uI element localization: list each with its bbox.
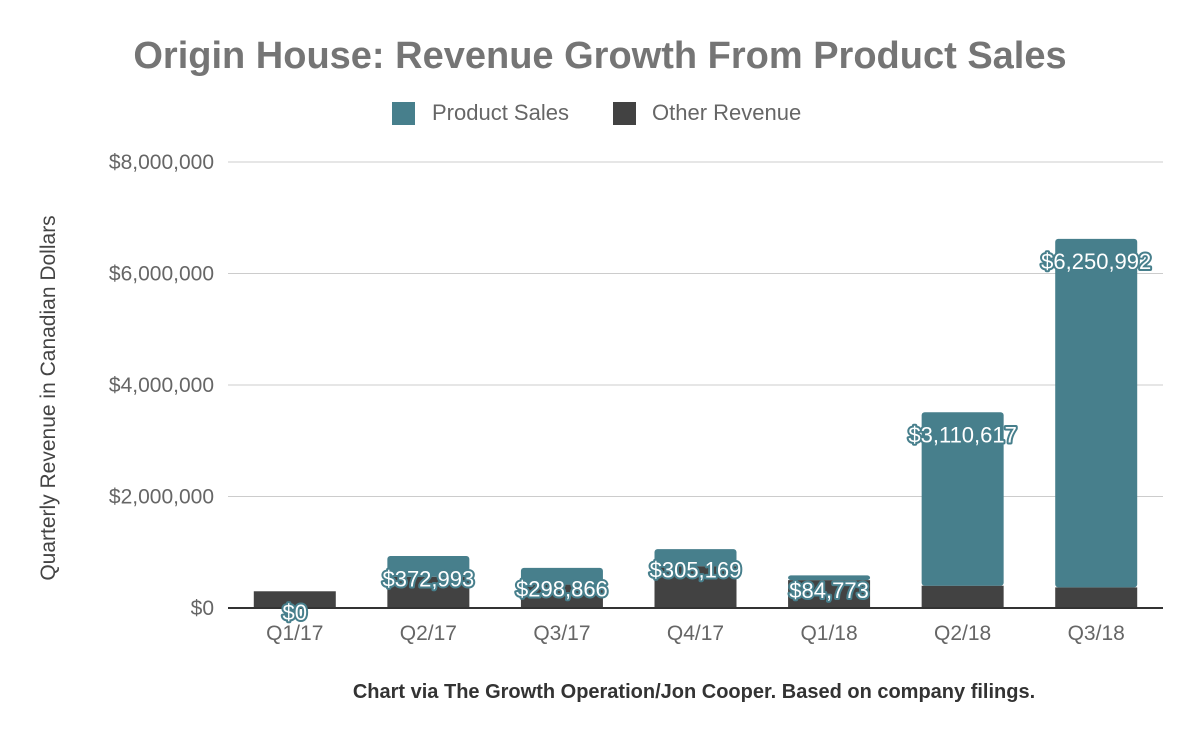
legend-swatch-product-sales <box>392 102 415 125</box>
chart-source-note: Chart via The Growth Operation/Jon Coope… <box>353 681 1035 703</box>
x-tick-label: Q2/17 <box>400 622 457 645</box>
chart-title: Origin House: Revenue Growth From Produc… <box>133 35 1066 77</box>
data-label-q1-18: $84,773 <box>789 578 869 603</box>
x-tick-label: Q3/17 <box>533 622 590 645</box>
bar-product-sales-q1-18 <box>788 575 871 581</box>
legend-label-other-revenue: Other Revenue <box>652 100 801 125</box>
x-tick-label: Q1/17 <box>266 622 323 645</box>
y-tick-label: $8,000,000 <box>109 151 214 174</box>
bar-other-revenue-q1-18 <box>788 580 871 608</box>
bar-product-sales-q3-17 <box>520 567 603 585</box>
y-tick-label: $6,000,000 <box>109 263 214 286</box>
y-tick-label: $4,000,000 <box>109 374 214 397</box>
y-tick-label: $2,000,000 <box>109 486 214 509</box>
data-label-q3-18: $6,250,992 <box>1041 249 1151 274</box>
y-axis-title: Quarterly Revenue in Canadian Dollars <box>37 215 60 580</box>
y-axis-ticks: $0 $2,000,000 $4,000,000 $6,000,000 $8,000,0… <box>109 151 214 620</box>
x-tick-label: Q4/17 <box>667 622 724 645</box>
data-label-q1-17: $0 <box>283 600 307 625</box>
data-label-q4-17: $305,169 <box>650 558 742 583</box>
data-labels: $0 $372,993 $298,866 $305,169 $84,773 $3,110,… <box>281 247 1154 627</box>
bars <box>253 238 1138 608</box>
x-tick-label: Q3/18 <box>1068 622 1125 645</box>
bar-other-revenue-q2-17 <box>387 576 470 608</box>
data-label-q2-18: $3,110,617 <box>908 422 1016 447</box>
bar-other-revenue-q3-18 <box>1055 587 1138 608</box>
grid-lines <box>228 161 1163 497</box>
bar-product-sales-q3-18 <box>1055 238 1138 588</box>
bar-other-revenue-q3-17 <box>520 584 603 608</box>
x-tick-label: Q1/18 <box>800 622 857 645</box>
bar-product-sales-q4-17 <box>654 549 737 567</box>
bar-other-revenue-q1-17 <box>253 591 336 608</box>
chart-legend: Product Sales Other Revenue <box>392 100 801 125</box>
y-tick-label: $0 <box>191 597 214 620</box>
data-label-q2-17: $372,993 <box>382 566 474 591</box>
bar-other-revenue-q2-18 <box>921 585 1004 608</box>
bar-other-revenue-q4-17 <box>654 566 737 608</box>
data-label-q3-17: $298,866 <box>516 576 608 601</box>
x-axis-ticks: Q1/17 Q2/17 Q3/17 Q4/17 Q1/18 Q2/18 Q3/18 <box>266 622 1125 645</box>
x-tick-label: Q2/18 <box>934 622 991 645</box>
bar-product-sales-q2-18 <box>921 412 1004 586</box>
bar-product-sales-q2-17 <box>387 555 470 577</box>
legend-label-product-sales: Product Sales <box>432 100 569 125</box>
legend-swatch-other-revenue <box>613 102 636 125</box>
